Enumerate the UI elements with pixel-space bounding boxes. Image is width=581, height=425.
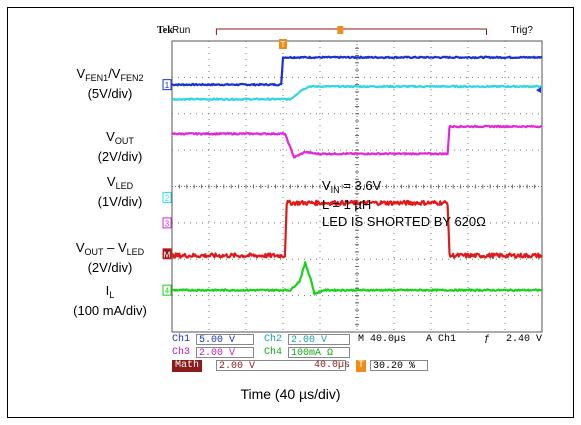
timebase: M 40.0µs (358, 334, 407, 345)
label-diff-v1: V (75, 240, 85, 255)
channel-marker-box (162, 217, 172, 229)
trigger-level: 2.40 V (506, 334, 543, 345)
run-status: Run (172, 25, 191, 36)
label-vout: VOUT (2V/div) (80, 129, 160, 164)
traces (171, 55, 543, 296)
graticule (171, 40, 543, 333)
label-vled-scale: (1V/div) (97, 194, 143, 209)
label-diff-mid: – V (103, 240, 127, 255)
trigger-position-icon: T (356, 360, 367, 372)
ch3-value: 2.00 V (196, 347, 254, 359)
vin-annotation: VIN = 3.6V (322, 178, 381, 198)
trigger-position-label: T (281, 40, 286, 49)
scope-status-bar: Tek Run Trig? (157, 25, 543, 39)
brand-logo: Tek (157, 25, 173, 36)
label-il-i: I (105, 283, 110, 298)
ch1-value: 5.00 V (196, 334, 254, 346)
label-diff-scale: (2V/div) (87, 260, 133, 275)
trigger-status: Trig? (510, 25, 533, 36)
label-il-sub: L (109, 290, 115, 300)
ch4-label: Ch4 (264, 347, 283, 358)
channel-marker-3: 3 (165, 219, 170, 228)
trace-math (171, 199, 543, 259)
shorted-annotation: LED IS SHORTED BY 620Ω (322, 214, 486, 229)
channel-marker-4: 4 (165, 287, 170, 296)
label-vfen-v: V (76, 66, 86, 81)
ch2-label: Ch2 (264, 334, 283, 345)
vin-value: = 3.6V (339, 178, 382, 193)
label-vled-v: V (106, 174, 116, 189)
ch1-label: Ch1 (172, 334, 191, 345)
label-vout-scale: (2V/div) (97, 149, 143, 164)
label-vfen-slash: /V (108, 66, 121, 81)
record-bracket (215, 28, 487, 35)
ch3-label: Ch3 (172, 347, 191, 358)
label-il-scale: (100 mA/div) (73, 303, 147, 318)
trigger-source: A Ch1 (426, 334, 457, 345)
ch4-value: 100mA Ω (288, 347, 350, 359)
trace-ch4 (171, 261, 543, 296)
trace-ch2 (171, 84, 543, 102)
trigger-slope: ƒ (484, 334, 491, 345)
label-vled: VLED (1V/div) (80, 174, 160, 209)
inductance-annotation: L = 1 µH (322, 197, 372, 212)
trigger-markers: T (215, 26, 541, 94)
label-diff-sub1: OUT (84, 247, 104, 257)
math-label: Math (172, 360, 203, 372)
label-vfen-sub1: FEN1 (85, 73, 109, 83)
trigger-position-icon (279, 39, 287, 49)
record-trigger-marker (337, 26, 344, 34)
math-time: 40.0µs (314, 360, 351, 371)
trace-ch3 (171, 124, 543, 159)
readout-panel: Ch1 5.00 V Ch2 2.00 V M 40.0µs A Ch1 ƒ 2… (172, 334, 544, 374)
vin-sub: IN (330, 185, 340, 195)
label-il: IL (100 mA/div) (50, 283, 170, 318)
channel-marker-box (162, 79, 172, 91)
trigger-level-arrow (536, 87, 541, 94)
label-vout-sub: OUT (114, 136, 134, 146)
ch2-value: 2.00 V (288, 334, 350, 346)
figure-frame (7, 7, 574, 418)
label-vled-sub: LED (115, 181, 134, 191)
label-vout-v: V (106, 129, 115, 144)
channel-marker-M: M (164, 250, 171, 259)
label-vfen-sub2: FEN2 (120, 73, 144, 83)
label-vfen: VFEN1/VFEN2 (5V/div) (50, 66, 170, 101)
channel-marker-box (162, 284, 172, 296)
channel-marker-2: 2 (165, 194, 170, 203)
channel-marker-box (162, 248, 172, 260)
label-vfen-scale: (5V/div) (87, 86, 133, 101)
math-value: 2.00 V (216, 360, 346, 372)
channel-markers: 1 2 3 M 4 (162, 79, 172, 296)
channel-marker-1: 1 (165, 81, 170, 90)
label-vout-minus-vled: VOUT – VLED (2V/div) (50, 240, 170, 275)
trigger-position: 30.20 % (370, 360, 428, 372)
channel-marker-box (162, 191, 172, 203)
x-axis-label: Time (40 µs/div) (240, 386, 341, 402)
vin-v: V (322, 178, 331, 193)
label-diff-sub2: LED (126, 247, 145, 257)
trace-ch1 (171, 55, 543, 87)
